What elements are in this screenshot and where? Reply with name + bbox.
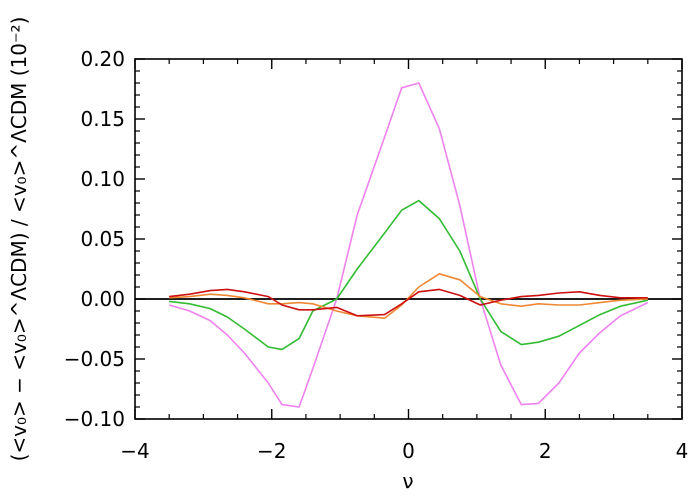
series-line-1 — [168, 82, 649, 408]
series-line-4 — [169, 288, 648, 317]
series-line-2 — [169, 199, 648, 351]
y-tick-label: 0.10 — [80, 167, 125, 191]
plot-frame — [134, 58, 683, 420]
y-tick-label: 0.00 — [80, 287, 125, 311]
y-tick-label: −0.05 — [64, 347, 125, 371]
x-tick-label: −2 — [257, 439, 286, 463]
x-tick-label: 4 — [676, 439, 689, 463]
x-tick-label: −4 — [120, 439, 149, 463]
x-tick-label: 2 — [539, 439, 552, 463]
series-lines — [168, 82, 649, 408]
y-axis-label: (<v₀> − <v₀>^ΛCDM) / <v₀>^ΛCDM (10⁻²) — [7, 17, 31, 462]
axis-ticks — [134, 58, 683, 420]
y-tick-label: 0.05 — [80, 227, 125, 251]
x-axis-label: ν — [402, 469, 413, 493]
y-tick-label: −0.10 — [64, 407, 125, 431]
x-tick-label: 0 — [402, 439, 415, 463]
y-tick-label: 0.20 — [80, 47, 125, 71]
y-tick-label: 0.15 — [80, 107, 125, 131]
series-line-3 — [169, 272, 648, 320]
tick-labels: −4 −2 0 2 4 −0.10 −0.05 0.00 0.05 0.10 0.15 0.20 — [64, 47, 689, 463]
